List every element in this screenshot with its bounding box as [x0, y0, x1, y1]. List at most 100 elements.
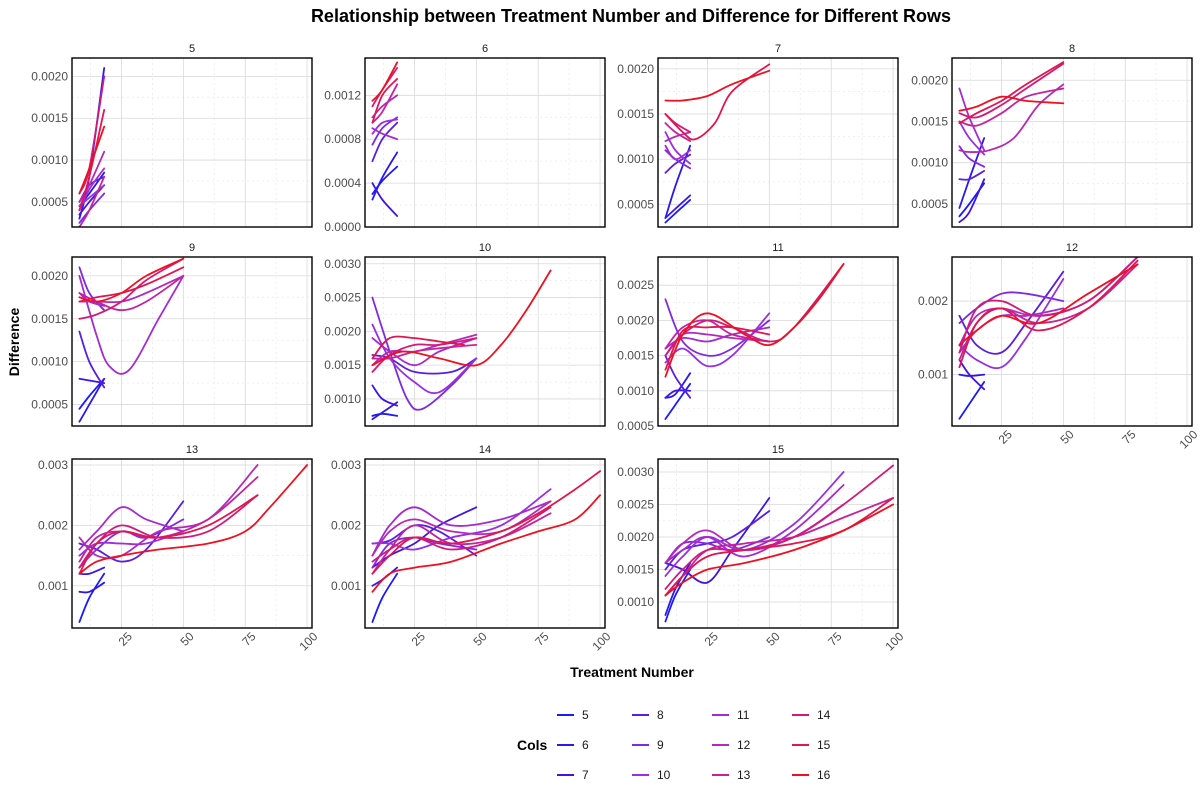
series-line-col-5: [958, 381, 986, 420]
series-line-col-16: [371, 494, 601, 593]
series-line-col-5: [371, 572, 399, 623]
y-tick-label: 0.0025: [617, 498, 654, 512]
facet-panel: 12 0.001 0.002 25 50 75 100: [918, 242, 1200, 451]
legend-label: 15: [817, 738, 831, 752]
legend-item: 15: [792, 738, 831, 752]
series-group: [664, 464, 894, 623]
y-tick-label: 0.0005: [31, 398, 68, 412]
series-line-col-10: [664, 131, 692, 165]
panel-border: [71, 458, 313, 629]
series-line-col-8: [371, 121, 399, 163]
panel-border: [71, 256, 313, 427]
series-line-col-9: [78, 266, 106, 312]
series-line-col-5: [664, 568, 692, 623]
x-tick-label: 100: [1176, 427, 1200, 451]
facet-panel: 10 0.0010 0.0015 0.0020 0.0025 0.0030: [324, 242, 606, 427]
series-group: [371, 470, 601, 623]
y-tick-label: 0.0015: [617, 107, 654, 121]
y-tick-label: 0.001: [331, 579, 361, 593]
y-tick-label: 0.0020: [617, 530, 654, 544]
series-line-col-10: [958, 120, 986, 156]
facet-panel: 14 0.001 0.002 0.003 25 50 75 100: [331, 444, 614, 653]
legend-item: 13: [712, 768, 751, 782]
series-line-col-16: [78, 464, 308, 575]
legend-label: 8: [657, 708, 664, 722]
facet-panel: 7 0.0005 0.0010 0.0015 0.0020: [617, 43, 899, 228]
legend-label: 7: [582, 768, 589, 782]
x-tick-label: 50: [763, 629, 783, 649]
x-tick-label: 75: [239, 629, 259, 649]
series-group: [371, 269, 552, 421]
x-tick-label: 100: [882, 629, 906, 653]
legend-item: 12: [712, 738, 751, 752]
y-tick-label: 0.0020: [31, 69, 68, 83]
series-line-col-15: [371, 470, 601, 575]
y-tick-label: 0.0020: [617, 62, 654, 76]
legend-item: 11: [712, 708, 750, 722]
series-line-col-12: [664, 131, 692, 142]
legend-label: 14: [817, 708, 831, 722]
facet-panel: 5 0.0005 0.0010 0.0015 0.0020: [31, 43, 313, 228]
panel-border: [657, 256, 899, 427]
series-line-col-6: [664, 144, 692, 219]
series-line-col-15: [371, 335, 465, 360]
y-tick-label: 0.0005: [31, 195, 68, 209]
panel-border: [71, 57, 313, 228]
series-line-col-12: [78, 150, 106, 203]
facet-strip-label: 13: [186, 444, 198, 456]
series-line-col-15: [78, 494, 259, 575]
series-line-col-10: [371, 118, 399, 135]
series-line-col-7: [958, 178, 986, 223]
legend-label: 13: [737, 768, 751, 782]
y-tick-label: 0.0010: [617, 152, 654, 166]
series-line-col-9: [664, 298, 771, 357]
legend-label: 5: [582, 708, 589, 722]
legend-item: 16: [792, 768, 831, 782]
series-line-col-11: [78, 275, 185, 375]
y-tick-label: 0.0005: [617, 419, 654, 433]
legend-label: 9: [657, 738, 664, 752]
series-line-col-7: [371, 384, 399, 407]
series-line-col-7: [371, 182, 399, 217]
x-axis-title: Treatment Number: [570, 664, 694, 680]
series-line-col-6: [371, 151, 399, 201]
panel-border: [657, 458, 899, 629]
facet-panel: 15 0.0010 0.0015 0.0020 0.0025 0.0030 25 50 75 10…: [617, 444, 906, 653]
y-tick-label: 0.001: [918, 368, 948, 382]
y-tick-label: 0.0004: [324, 176, 361, 190]
series-line-col-10: [371, 488, 552, 551]
series-line-col-12: [78, 464, 259, 560]
series-line-col-5: [664, 382, 692, 420]
series-line-col-14: [664, 263, 845, 357]
series-line-col-8: [371, 354, 478, 375]
panel-border: [364, 57, 606, 228]
series-line-col-13: [664, 122, 692, 142]
series-line-col-13: [78, 175, 106, 227]
series-line-col-14: [78, 257, 185, 320]
facet-strip-label: 15: [772, 444, 784, 456]
series-line-col-16: [958, 263, 1139, 347]
y-tick-label: 0.0015: [31, 111, 68, 125]
series-group: [78, 464, 308, 623]
series-line-col-9: [958, 145, 986, 168]
y-tick-label: 0.0005: [617, 197, 654, 211]
x-tick-label: 100: [589, 629, 613, 653]
x-tick-label: 100: [296, 629, 320, 653]
panel-border: [364, 256, 606, 427]
legend-label: 12: [737, 738, 751, 752]
y-tick-label: 0.002: [331, 518, 361, 532]
legend-title: Cols: [517, 737, 548, 753]
legend-item: 7: [557, 768, 589, 782]
panels-layer: 5 0.0005 0.0010 0.0015 0.0020 6 0.0000 0.0004 0.…: [31, 43, 1200, 653]
y-tick-label: 0.0030: [617, 465, 654, 479]
series-line-col-16: [78, 125, 106, 195]
y-tick-label: 0.0025: [324, 291, 361, 305]
series-line-col-7: [78, 566, 106, 576]
panel-border: [951, 57, 1193, 228]
series-line-col-9: [958, 291, 1065, 324]
legend-item: 10: [632, 768, 671, 782]
y-tick-label: 0.002: [38, 518, 68, 532]
y-tick-label: 0.0020: [617, 313, 654, 327]
panel-border: [657, 57, 899, 228]
